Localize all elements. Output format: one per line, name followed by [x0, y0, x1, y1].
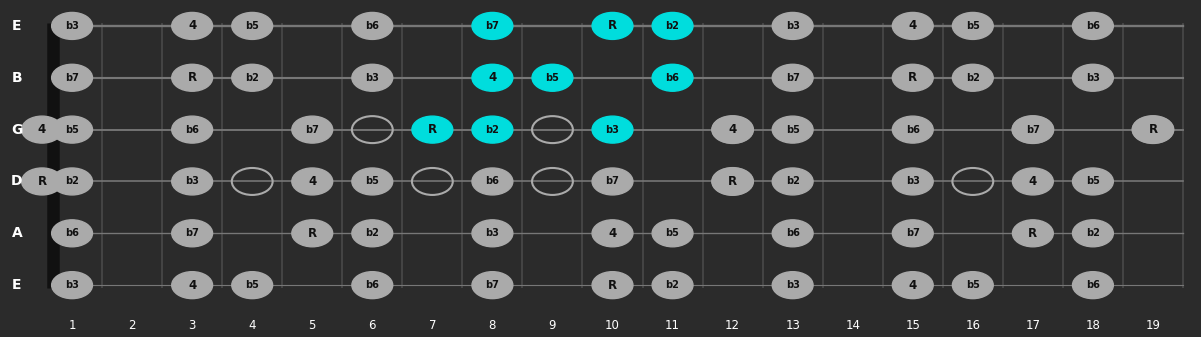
Ellipse shape [412, 116, 453, 143]
Text: E: E [12, 278, 22, 292]
Text: 4: 4 [189, 279, 196, 292]
Text: 4: 4 [1029, 175, 1036, 188]
Text: 12: 12 [725, 319, 740, 332]
Text: b2: b2 [665, 280, 680, 290]
Ellipse shape [472, 116, 513, 143]
Text: b6: b6 [1086, 21, 1100, 31]
Text: 2: 2 [129, 319, 136, 332]
Text: 15: 15 [906, 319, 920, 332]
Text: 8: 8 [489, 319, 496, 332]
Text: R: R [608, 279, 617, 292]
Text: 10: 10 [605, 319, 620, 332]
Text: 16: 16 [966, 319, 980, 332]
Text: 4: 4 [249, 319, 256, 332]
Text: b3: b3 [65, 280, 79, 290]
Text: b5: b5 [545, 73, 560, 83]
Text: R: R [37, 175, 47, 188]
Text: b3: b3 [1086, 73, 1100, 83]
Text: R: R [1028, 227, 1038, 240]
Ellipse shape [892, 116, 933, 143]
Ellipse shape [1072, 220, 1113, 247]
Text: 19: 19 [1146, 319, 1160, 332]
Ellipse shape [352, 64, 393, 91]
Ellipse shape [532, 64, 573, 91]
Ellipse shape [232, 12, 273, 39]
Ellipse shape [52, 64, 92, 91]
Text: G: G [11, 123, 23, 136]
Text: b7: b7 [305, 125, 319, 134]
Text: 4: 4 [729, 123, 736, 136]
Ellipse shape [592, 116, 633, 143]
Text: b2: b2 [365, 228, 380, 238]
Ellipse shape [712, 116, 753, 143]
Text: 13: 13 [785, 319, 800, 332]
Text: b6: b6 [65, 228, 79, 238]
Ellipse shape [352, 12, 393, 39]
Text: 4: 4 [609, 227, 616, 240]
Ellipse shape [292, 168, 333, 195]
Ellipse shape [172, 272, 213, 299]
Text: 4: 4 [189, 20, 196, 32]
Ellipse shape [1072, 168, 1113, 195]
Text: b6: b6 [365, 280, 380, 290]
Ellipse shape [952, 272, 993, 299]
Ellipse shape [892, 64, 933, 91]
Ellipse shape [772, 272, 813, 299]
Ellipse shape [1072, 12, 1113, 39]
Text: b2: b2 [485, 125, 500, 134]
Ellipse shape [352, 220, 393, 247]
Text: b3: b3 [785, 280, 800, 290]
Text: b7: b7 [485, 21, 500, 31]
Text: b3: b3 [906, 177, 920, 186]
Text: b3: b3 [485, 228, 500, 238]
Text: b7: b7 [65, 73, 79, 83]
Ellipse shape [292, 220, 333, 247]
Text: b2: b2 [966, 73, 980, 83]
Ellipse shape [892, 168, 933, 195]
Text: b5: b5 [65, 125, 79, 134]
Text: R: R [728, 175, 737, 188]
Ellipse shape [772, 116, 813, 143]
Ellipse shape [892, 12, 933, 39]
Text: b2: b2 [665, 21, 680, 31]
Ellipse shape [712, 168, 753, 195]
Ellipse shape [1012, 220, 1053, 247]
Text: 3: 3 [189, 319, 196, 332]
Text: b2: b2 [245, 73, 259, 83]
Text: b5: b5 [785, 125, 800, 134]
Ellipse shape [592, 168, 633, 195]
Text: b6: b6 [665, 73, 680, 83]
Text: b7: b7 [485, 280, 500, 290]
Text: 4: 4 [489, 71, 496, 84]
Text: R: R [608, 20, 617, 32]
Text: E: E [12, 19, 22, 33]
Text: b3: b3 [785, 21, 800, 31]
Text: b7: b7 [785, 73, 800, 83]
Ellipse shape [232, 272, 273, 299]
Ellipse shape [772, 168, 813, 195]
Ellipse shape [1133, 116, 1173, 143]
Text: b5: b5 [966, 280, 980, 290]
Text: R: R [1148, 123, 1158, 136]
Ellipse shape [472, 12, 513, 39]
Ellipse shape [472, 168, 513, 195]
Text: D: D [11, 175, 23, 188]
Ellipse shape [1072, 272, 1113, 299]
Ellipse shape [352, 168, 393, 195]
Ellipse shape [952, 12, 993, 39]
Text: b6: b6 [906, 125, 920, 134]
Ellipse shape [772, 12, 813, 39]
Ellipse shape [952, 64, 993, 91]
Text: b5: b5 [365, 177, 380, 186]
Text: b7: b7 [185, 228, 199, 238]
Ellipse shape [22, 116, 62, 143]
Ellipse shape [172, 116, 213, 143]
Text: b6: b6 [485, 177, 500, 186]
Text: b2: b2 [785, 177, 800, 186]
Text: B: B [12, 71, 22, 85]
Ellipse shape [772, 220, 813, 247]
Text: b6: b6 [785, 228, 800, 238]
Ellipse shape [1012, 168, 1053, 195]
Text: b2: b2 [65, 177, 79, 186]
